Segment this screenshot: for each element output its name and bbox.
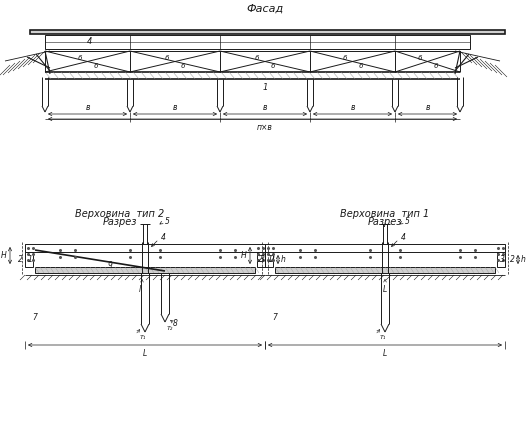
- Text: 1: 1: [268, 255, 272, 264]
- Text: 2: 2: [270, 255, 275, 264]
- Text: 6: 6: [358, 62, 363, 69]
- Text: 2: 2: [17, 255, 22, 264]
- Text: Верховина  тип 1: Верховина тип 1: [340, 209, 430, 219]
- Text: 1: 1: [262, 83, 268, 92]
- Text: в: в: [173, 103, 177, 112]
- Bar: [25, 252, 33, 267]
- Text: 6: 6: [181, 62, 186, 69]
- Text: 6: 6: [93, 62, 98, 69]
- Text: 6: 6: [417, 54, 422, 61]
- Text: 7: 7: [272, 312, 277, 321]
- Text: 2: 2: [258, 255, 262, 264]
- Bar: [257, 252, 265, 267]
- Bar: [35, 267, 255, 273]
- Bar: [265, 244, 505, 252]
- Text: 3: 3: [260, 255, 264, 264]
- Text: 8: 8: [173, 320, 178, 328]
- Text: L: L: [383, 285, 387, 294]
- Text: L: L: [383, 349, 387, 358]
- Bar: [275, 267, 495, 273]
- Text: H: H: [1, 251, 7, 260]
- Text: 6: 6: [271, 62, 275, 69]
- Text: 5: 5: [405, 217, 410, 225]
- Text: 6: 6: [165, 54, 169, 61]
- Text: 6: 6: [255, 54, 259, 61]
- Text: 4: 4: [87, 38, 93, 46]
- Bar: [497, 252, 505, 267]
- Text: 1: 1: [28, 255, 32, 264]
- Text: 2: 2: [509, 255, 515, 264]
- Text: 4: 4: [161, 233, 166, 243]
- Text: 5: 5: [165, 217, 170, 225]
- Text: T₁: T₁: [380, 335, 386, 340]
- Text: 3: 3: [500, 255, 505, 264]
- Text: Верховина  тип 2: Верховина тип 2: [75, 209, 165, 219]
- Text: в: в: [425, 103, 430, 112]
- Text: п×в: п×в: [257, 123, 273, 132]
- Text: T₁: T₁: [140, 335, 146, 340]
- Text: 6: 6: [77, 54, 82, 61]
- Text: h: h: [281, 255, 286, 264]
- Text: в: в: [263, 103, 267, 112]
- Text: 4: 4: [401, 233, 406, 243]
- Bar: [30, 30, 505, 34]
- Bar: [25, 244, 265, 252]
- Bar: [45, 35, 470, 49]
- Text: 9: 9: [108, 261, 112, 270]
- Text: 7: 7: [32, 312, 38, 321]
- Text: H: H: [241, 251, 247, 260]
- Text: Разрез: Разрез: [368, 217, 402, 227]
- Text: l: l: [139, 285, 141, 294]
- Text: 6: 6: [342, 54, 347, 61]
- Text: в: в: [85, 103, 90, 112]
- Text: h: h: [521, 255, 526, 264]
- Text: T₂: T₂: [167, 326, 173, 331]
- Text: L: L: [143, 349, 147, 358]
- Text: в: в: [350, 103, 355, 112]
- Text: Разрез: Разрез: [103, 217, 137, 227]
- Text: 6: 6: [433, 62, 438, 69]
- Bar: [265, 252, 273, 267]
- Text: Фасад: Фасад: [246, 4, 284, 14]
